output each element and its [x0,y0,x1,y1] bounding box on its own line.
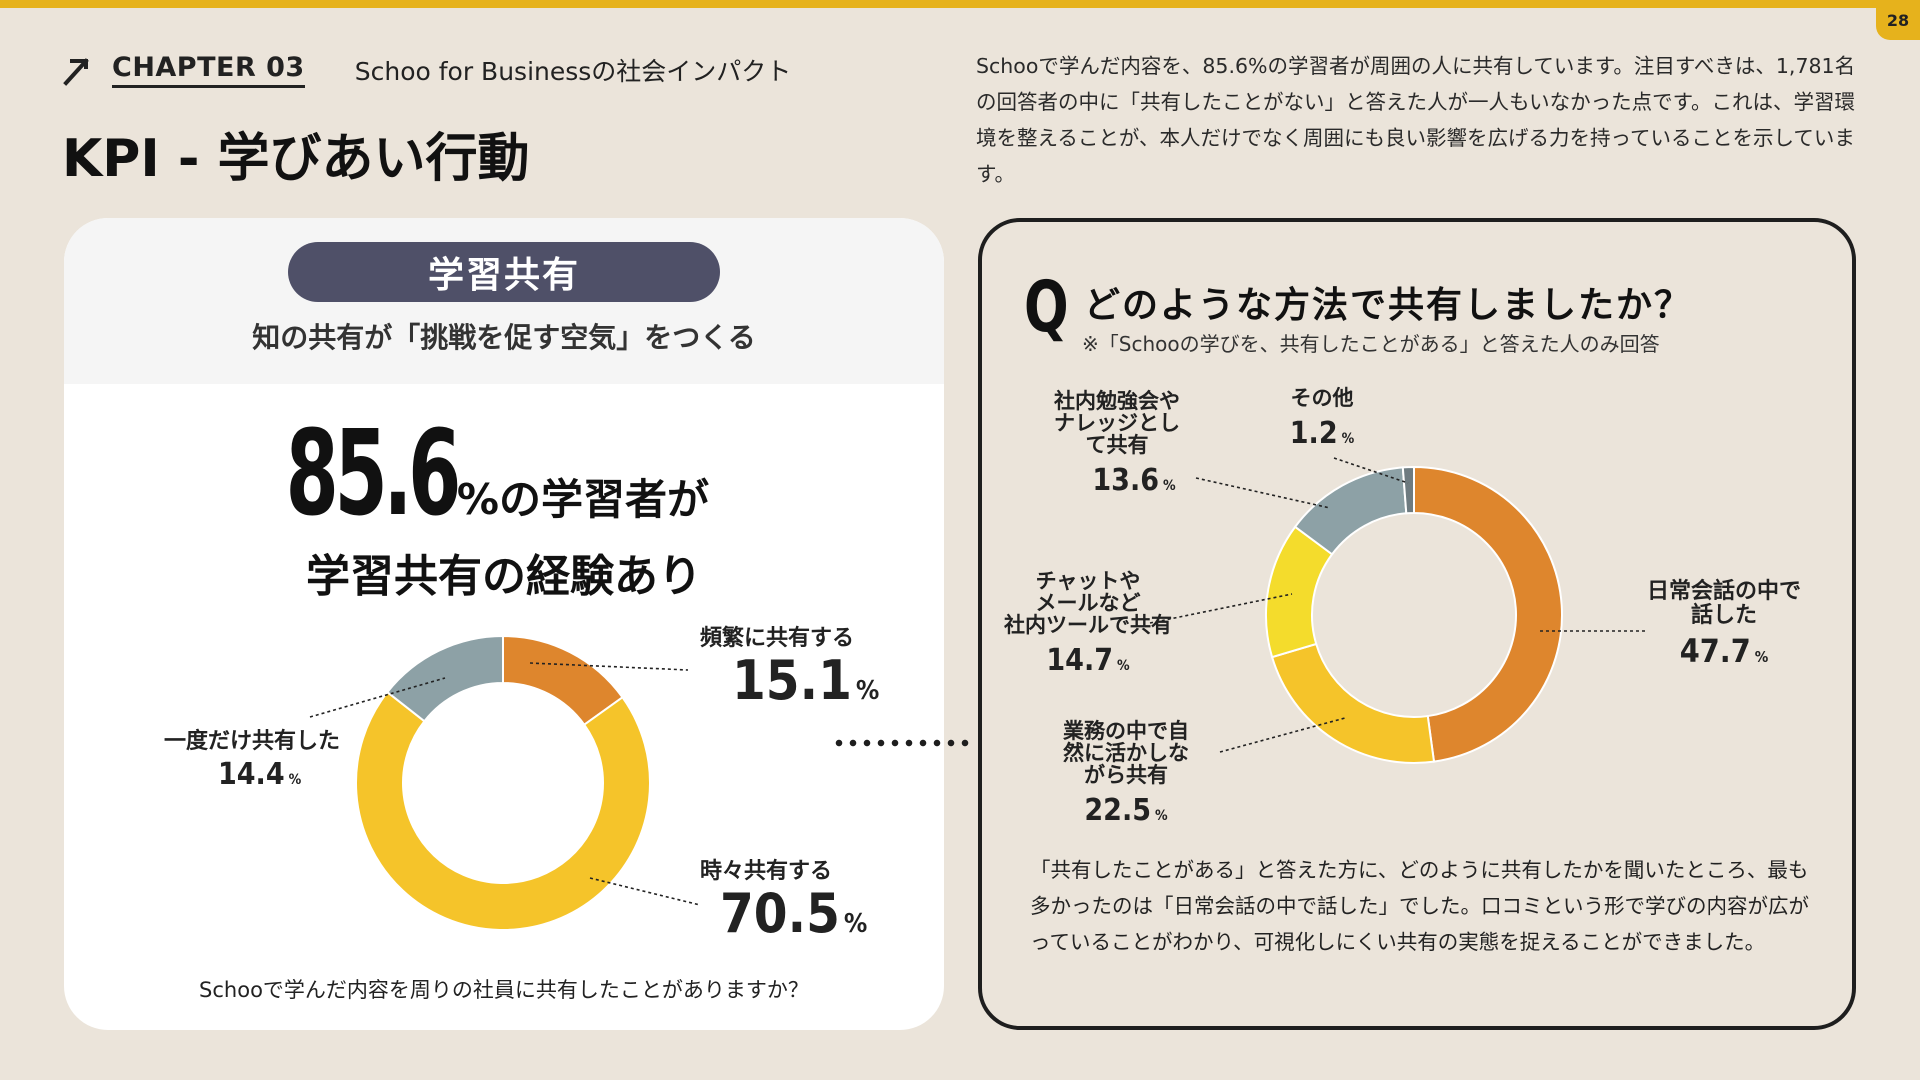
learning-share-card: 学習共有 知の共有が「挑戦を促す空気」をつくる 85.6%の学習者が 学習共有の… [64,218,944,1030]
chapter-arrow-icon [63,58,89,86]
intro-paragraph: Schooで学んだ内容を、85.6%の学習者が周囲の人に共有しています。注目すべ… [976,54,1856,186]
page-number: 28 [1876,0,1920,40]
chapter-subtitle: Schoo for Businessの社会インパクト [354,57,792,86]
dotted-connector [832,739,974,747]
headline: 85.6%の学習者が [64,404,944,542]
question-note: ※「Schooの学びを、共有したことがある」と答えた人のみ回答 [1082,332,1660,356]
headline-number: 85.6 [285,404,462,542]
page-title: KPI - 学びあい行動 [62,129,530,189]
topic-pill: 学習共有 [288,242,720,302]
result-description: 「共有したことがある」と答えた方に、どのように共有したかを聞いたところ、最も多か… [1030,858,1809,954]
share-method-card: Q どのような方法で共有しましたか？ ※「Schooの学びを、共有したことがある… [978,218,1856,1030]
top-accent-bar [0,0,1920,8]
chapter-label: CHAPTER 03 [112,52,305,88]
q-mark: Q [1024,266,1069,348]
headline-line2: 学習共有の経験あり [306,551,702,602]
card-subtitle: 知の共有が「挑戦を促す空気」をつくる [252,321,756,354]
survey-question: Schooで学んだ内容を周りの社員に共有したことがありますか？ [199,978,809,1002]
headline-suffix: %の学習者が [456,475,710,524]
question-title: どのような方法で共有しましたか？ [1084,285,1693,326]
chapter-header: CHAPTER 03 Schoo for Businessの社会インパクト [62,52,791,88]
